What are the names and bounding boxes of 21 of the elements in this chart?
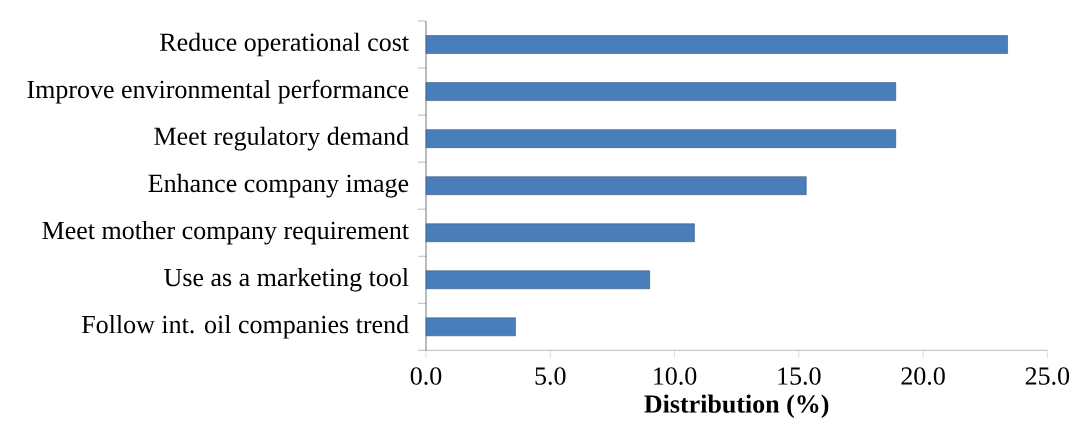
y-tick-label: Improve environmental performance [27, 79, 409, 104]
y-tick-label: Reduce operational cost [160, 32, 409, 57]
bar [425, 270, 650, 290]
x-tick-label: 20.0 [901, 367, 945, 385]
y-tick-label: Use as a marketing tool [164, 267, 409, 292]
bar [425, 35, 1008, 54]
x-tick-label: 0.0 [410, 367, 442, 385]
bar [425, 82, 897, 101]
bar [425, 317, 516, 337]
y-tick-label: Meet regulatory demand [154, 126, 409, 151]
y-tick-label: Enhance company image [148, 173, 409, 198]
bar [425, 223, 695, 242]
bar [425, 129, 897, 148]
x-tick-label: 15.0 [778, 367, 821, 385]
bar [425, 176, 807, 195]
x-tick-label: 10.0 [654, 367, 697, 385]
x-tick-label: 25.0 [1025, 367, 1070, 385]
x-axis-title: Distribution (%) [644, 394, 829, 419]
y-tick-label: Meet mother company requirement [42, 220, 409, 245]
y-tick-label: Follow int. oil companies trend [81, 315, 409, 339]
x-tick-label: 5.0 [535, 367, 566, 385]
